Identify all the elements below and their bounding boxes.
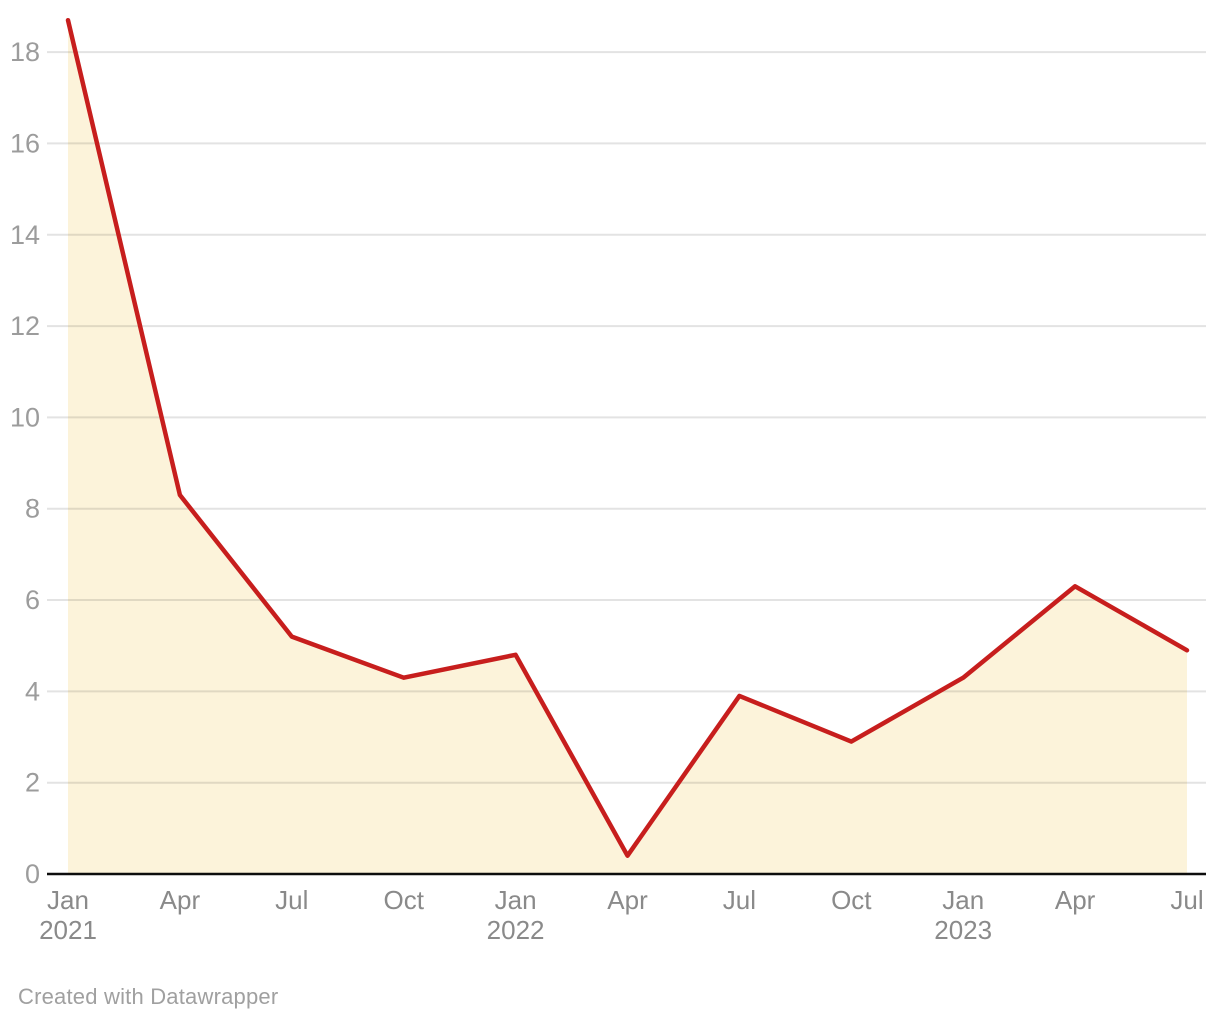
x-axis-label-month: Apr	[160, 885, 201, 915]
y-axis-label-16: 16	[10, 128, 40, 158]
y-axis-label-4: 4	[25, 676, 40, 706]
y-axis-label-2: 2	[25, 768, 40, 798]
y-axis-label-14: 14	[10, 220, 40, 250]
x-axis-label-month: Apr	[607, 885, 648, 915]
x-axis-label-year: 2023	[934, 915, 992, 945]
y-axis-label-8: 8	[25, 494, 40, 524]
area-fill-layer	[68, 20, 1187, 874]
y-axis-label-0: 0	[25, 859, 40, 889]
x-axis-label-month: Jan	[495, 885, 537, 915]
y-axis-labels-layer: 0 2 4 6 8 10 12 14 16 18	[10, 37, 40, 889]
attribution: Created with Datawrapper	[18, 984, 279, 1009]
x-axis-label-month: Oct	[831, 885, 872, 915]
x-axis-label-month: Jul	[1170, 885, 1203, 915]
x-axis-label-year: 2022	[487, 915, 545, 945]
gridlines-layer	[47, 51, 1206, 784]
area-fill	[68, 20, 1187, 874]
x-axis-label-month: Jul	[275, 885, 308, 915]
x-axis-label-year: 2021	[39, 915, 97, 945]
x-axis-label-month: Apr	[1055, 885, 1096, 915]
y-axis-label-10: 10	[10, 402, 40, 432]
data-line-layer	[65, 17, 1190, 858]
data-line	[65, 17, 1190, 858]
y-axis-label-6: 6	[25, 585, 40, 615]
y-axis-label-18: 18	[10, 37, 40, 67]
x-axis-label-month: Jul	[723, 885, 756, 915]
x-axis-label-month: Jan	[47, 885, 89, 915]
y-axis-label-12: 12	[10, 311, 40, 341]
x-axis-label-month: Oct	[383, 885, 424, 915]
x-axis-label-month: Jan	[942, 885, 984, 915]
